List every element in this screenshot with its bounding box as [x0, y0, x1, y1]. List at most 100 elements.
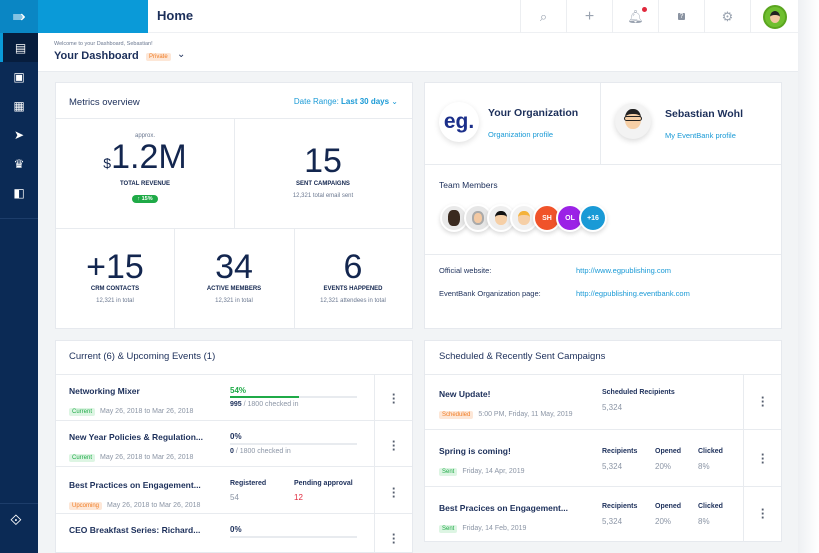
event-row[interactable]: New Year Policies & Regulation... Curren… [69, 432, 203, 464]
chevron-down-icon: ⌄ [391, 97, 398, 106]
crm-sub: 12,321 in total [96, 298, 134, 304]
search-button[interactable]: ⌕ [520, 0, 566, 33]
campaign-date: 5:00 PM, Friday, 11 May, 2019 [478, 411, 573, 418]
campaigns-value: 15 [304, 142, 342, 180]
menu-expand-icon[interactable]: ⇛ [0, 0, 38, 33]
calendar-icon: ▦ [13, 98, 25, 113]
recipients-value: 5,324 [602, 403, 623, 412]
settings-button[interactable]: ⚙ [704, 0, 750, 33]
campaign-row[interactable]: Spring is coming! Sent Friday, 14 Apr, 20… [439, 446, 524, 478]
org-page-label: EventBank Organization page: [439, 289, 541, 298]
campaign-name[interactable]: Best Pracices on Engagement... [439, 503, 568, 513]
more-options-icon[interactable]: · · · [391, 434, 397, 457]
add-button[interactable]: + [566, 0, 612, 33]
sidebar-item-finance[interactable]: ◧ [0, 178, 38, 207]
event-row[interactable]: Best Practices on Engagement... Upcoming… [69, 480, 201, 512]
more-team-members[interactable]: +16 [579, 204, 607, 232]
dashboard-icon: ▤ [14, 40, 27, 55]
members-value: 34 [215, 248, 253, 286]
event-dates: May 26, 2018 to Mar 26, 2018 [100, 454, 194, 461]
sidebar-item-events[interactable]: ▦ [0, 91, 38, 120]
checked-in-count: 995 [230, 401, 242, 408]
opened-label: Opened [655, 448, 682, 455]
sidebar-item-dashboard[interactable]: ▤ [0, 33, 38, 62]
campaign-date: Friday, 14 Feb, 2019 [462, 525, 527, 532]
opened-value: 20% [655, 462, 672, 471]
revenue-change-badge: ↑ 15% [132, 195, 158, 203]
more-options-icon[interactable]: · · · [760, 447, 766, 470]
wallet-icon: ◧ [13, 185, 25, 200]
events-card: Current (6) & Upcoming Events (1) Networ… [55, 340, 413, 553]
event-row[interactable]: CEO Breakfast Series: Richard... [69, 525, 200, 535]
more-options-icon[interactable]: · · · [391, 387, 397, 410]
crm-label: CRM CONTACTS [90, 286, 140, 292]
sidebar-item-contacts[interactable]: ▣ [0, 62, 38, 91]
currency-symbol: $ [103, 155, 112, 171]
org-page-link[interactable]: http://egpublishing.eventbank.com [576, 289, 690, 298]
metrics-title: Metrics overview [69, 97, 140, 108]
notifications-button[interactable]: 🔔︎ [612, 0, 658, 33]
user-profile-link[interactable]: My EventBank profile [665, 131, 736, 140]
recipients-value: 5,324 [602, 517, 623, 526]
more-options-icon[interactable]: · · · [760, 502, 766, 525]
revenue-label: TOTAL REVENUE [119, 181, 170, 187]
website-link[interactable]: http://www.egpublishing.com [576, 266, 672, 275]
campaigns-label: SENT CAMPAIGNS [296, 181, 350, 187]
events-sub: 12,321 attendees in total [320, 298, 386, 304]
campaign-name[interactable]: New Update! [439, 389, 491, 399]
sidebar-item-campaigns[interactable]: ➤ [0, 120, 38, 149]
status-badge: Current [69, 408, 96, 416]
approx-label: approx. [134, 133, 155, 139]
checkin-progress [230, 536, 357, 538]
eventbank-logo-icon[interactable]: ⟐ [10, 512, 22, 529]
date-range-dropdown[interactable]: Date Range: Last 30 days ⌄ [294, 97, 398, 106]
crm-metric: +15 CRM CONTACTS 12,321 in total [56, 248, 174, 304]
campaign-row[interactable]: Best Pracices on Engagement... Sent Frida… [439, 503, 568, 535]
event-name[interactable]: CEO Breakfast Series: Richard... [69, 525, 201, 535]
status-badge: Sent [439, 468, 458, 476]
dashboard-title: Your Dashboard [54, 50, 139, 62]
recipients-value: 5,324 [602, 462, 623, 471]
organization-name: Your Organization [488, 107, 579, 119]
more-options-icon[interactable]: · · · [760, 390, 766, 413]
dashboard-select-chevron-icon[interactable]: ⌄ [177, 49, 186, 60]
members-metric: 34 ACTIVE MEMBERS 12,321 in total [174, 248, 294, 304]
recipients-label: Recipients [602, 448, 638, 455]
privacy-badge: Private [146, 53, 171, 61]
more-options-icon[interactable]: · · · [391, 481, 397, 504]
team-members-title: Team Members [439, 180, 498, 190]
checkin-percent: 54% [230, 386, 247, 395]
help-button[interactable]: ? [658, 0, 704, 33]
organization-profile-link[interactable]: Organization profile [488, 130, 554, 139]
checkin-percent: 0% [230, 432, 242, 441]
top-bar: Home ⌕ + 🔔︎ ? ⚙ [148, 0, 798, 33]
event-name[interactable]: New Year Policies & Regulation... [69, 432, 203, 442]
help-icon: ? [677, 13, 686, 20]
event-name[interactable]: Best Practices on Engagement... [69, 480, 201, 490]
event-row[interactable]: Networking Mixer Current May 26, 2018 to … [69, 386, 193, 418]
status-badge: Scheduled [439, 411, 474, 419]
campaign-name[interactable]: Spring is coming! [439, 446, 511, 456]
plus-icon: + [584, 7, 595, 25]
user-menu[interactable] [750, 0, 798, 33]
metrics-card: Metrics overview Date Range: Last 30 day… [55, 82, 413, 329]
sidebar: ⇛ ▤ ▣ ▦ ➤ ♛ ◧ ⟐ [0, 0, 38, 553]
date-range-label: Date Range: [293, 97, 339, 106]
registered-value: 54 [230, 493, 239, 502]
events-metric: 6 EVENTS HAPPENED 12,321 attendees in to… [294, 248, 412, 304]
dashboard-header: Welcome to your Dashboard, Sebastian! Yo… [38, 33, 798, 72]
event-dates: May 26, 2018 to Mar 26, 2018 [100, 408, 194, 415]
crm-value: +15 [86, 248, 144, 286]
user-name: Sebastian Wohl [665, 108, 743, 120]
campaign-row[interactable]: New Update! Scheduled 5:00 PM, Friday, 11… [439, 389, 573, 421]
clicked-label: Clicked [698, 448, 723, 455]
sidebar-item-membership[interactable]: ♛ [0, 149, 38, 178]
bell-icon: 🔔︎ [627, 6, 647, 25]
opened-value: 20% [655, 517, 672, 526]
website-label: Official website: [439, 266, 492, 275]
more-options-icon[interactable]: · · · [391, 527, 397, 550]
search-icon: ⌕ [539, 8, 548, 24]
welcome-text: Welcome to your Dashboard, Sebastian! [54, 41, 153, 47]
event-name[interactable]: Networking Mixer [69, 386, 140, 396]
revenue-metric: approx. $1.2M TOTAL REVENUE ↑ 15% [56, 133, 234, 205]
